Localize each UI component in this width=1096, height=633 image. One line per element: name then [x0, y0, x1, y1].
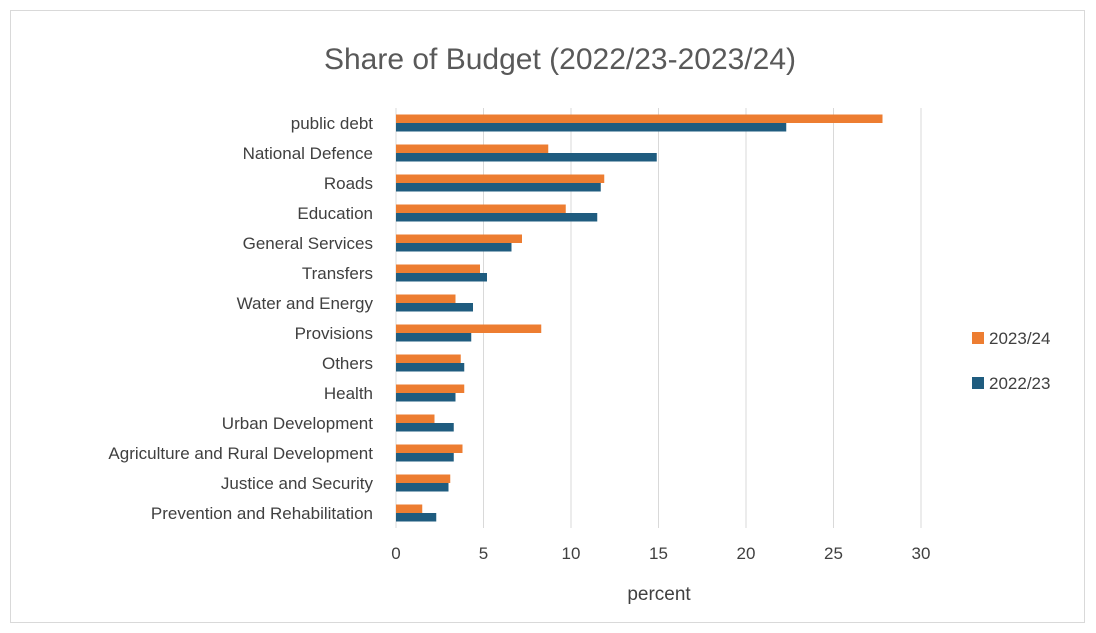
category-label: Justice and Security	[221, 474, 374, 493]
x-tick-label: 10	[562, 544, 581, 563]
category-label: Agriculture and Rural Development	[108, 444, 373, 463]
bar-series-2	[396, 273, 487, 282]
bar-series-2	[396, 243, 512, 252]
bar-series-2	[396, 453, 454, 462]
category-label: National Defence	[243, 144, 373, 163]
category-label: Transfers	[302, 264, 373, 283]
legend: 2023/24 2022/23	[972, 329, 1050, 393]
category-label: Roads	[324, 174, 373, 193]
x-axis-label: percent	[627, 584, 691, 605]
category-label: Prevention and Rehabilitation	[151, 504, 373, 523]
bar-series-1	[396, 234, 522, 243]
bar-series-1	[396, 444, 463, 453]
category-label: Provisions	[295, 324, 373, 343]
bar-series-2	[396, 393, 456, 402]
bar-series-1	[396, 504, 423, 513]
category-label: General Services	[243, 234, 373, 253]
category-label: Education	[297, 204, 373, 223]
gridlines	[395, 108, 922, 528]
category-label: public debt	[291, 114, 374, 133]
bar-series-2	[396, 153, 657, 162]
x-tick-label: 15	[649, 544, 668, 563]
chart-title: Share of Budget (2022/23-2023/24)	[324, 43, 796, 76]
bar-series-1	[396, 324, 542, 333]
legend-label: 2022/23	[989, 374, 1050, 393]
bar-series-2	[396, 363, 465, 372]
category-label: Others	[322, 354, 373, 373]
x-tick-label: 20	[737, 544, 756, 563]
category-label: Water and Energy	[237, 294, 374, 313]
x-tick-label: 30	[912, 544, 931, 563]
category-labels: public debt National Defence Roads Educati…	[108, 114, 373, 523]
legend-label: 2023/24	[989, 329, 1050, 348]
x-tick-label: 25	[824, 544, 843, 563]
x-tick-label: 5	[479, 544, 488, 563]
bar-series-1	[396, 294, 456, 303]
x-tick-label: 0	[391, 544, 400, 563]
bar-series-2	[396, 213, 598, 222]
bar-series-2	[396, 183, 601, 192]
category-label: Urban Development	[222, 414, 373, 433]
bar-series-1	[396, 264, 480, 273]
bar-series-1	[396, 114, 883, 123]
legend-swatch	[972, 332, 984, 344]
bar-series-2	[396, 303, 473, 312]
bar-series-1	[396, 144, 549, 153]
chart-frame: Share of Budget (2022/23-2023/24) public…	[10, 10, 1085, 623]
bar-series-1	[396, 384, 465, 393]
bars	[396, 114, 883, 522]
bar-series-1	[396, 204, 566, 213]
bar-series-2	[396, 423, 454, 432]
bar-series-2	[396, 333, 472, 342]
bar-series-1	[396, 414, 435, 423]
bar-series-2	[396, 123, 787, 132]
x-tick-labels: 0 5 10 15 20 25 30	[391, 544, 930, 563]
bar-series-1	[396, 474, 451, 483]
bar-series-2	[396, 483, 449, 492]
category-label: Health	[324, 384, 373, 403]
bar-series-2	[396, 513, 437, 522]
bar-series-1	[396, 354, 461, 363]
bar-series-1	[396, 174, 605, 183]
bar-chart: Share of Budget (2022/23-2023/24) public…	[108, 43, 1050, 605]
legend-swatch	[972, 377, 984, 389]
